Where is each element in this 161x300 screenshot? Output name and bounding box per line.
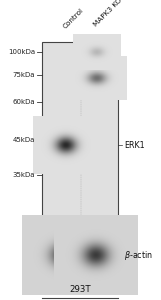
Bar bbox=[42, 240, 118, 270]
Text: 60kDa: 60kDa bbox=[12, 99, 35, 105]
Text: Control: Control bbox=[62, 8, 84, 30]
Text: 75kDa: 75kDa bbox=[13, 72, 35, 78]
Text: ERK1: ERK1 bbox=[124, 140, 145, 149]
Text: MAPK3 KO: MAPK3 KO bbox=[93, 0, 123, 28]
Text: 45kDa: 45kDa bbox=[13, 137, 35, 143]
Bar bbox=[42, 42, 118, 225]
Text: $\beta$-actin: $\beta$-actin bbox=[124, 248, 153, 262]
Text: 293T: 293T bbox=[69, 286, 91, 295]
Text: 100kDa: 100kDa bbox=[8, 49, 35, 55]
Text: 35kDa: 35kDa bbox=[13, 172, 35, 178]
